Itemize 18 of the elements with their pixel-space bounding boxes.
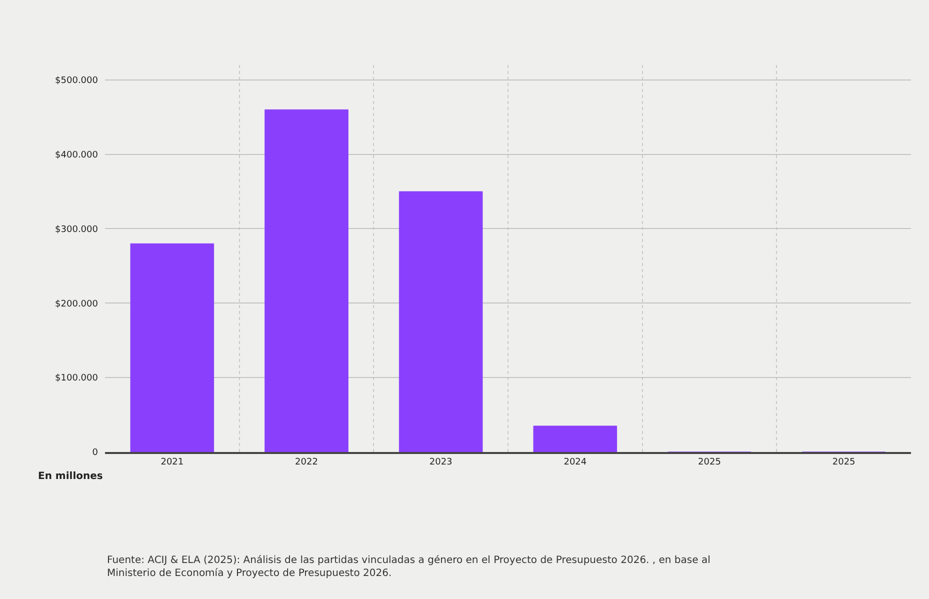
y-tick-label: 0 [92, 448, 98, 458]
bar [264, 109, 348, 452]
y-tick-label: $200.000 [55, 299, 98, 310]
text: En millones [38, 471, 103, 482]
x-tick-label: 2024 [564, 458, 587, 468]
bar [398, 191, 483, 452]
y-tick-label: $300.000 [55, 224, 98, 235]
y-tick-label: $400.000 [55, 150, 98, 160]
source-note: Fuente: ACIJ & ELA (2025): Análisis de las partidas vinculadas a género en el Proyecto de Presupuesto 2026. , en base al Ministerio de Economía y Proyecto de Presupuesto 2026. [107, 555, 710, 579]
x-tick-label: 2025 [832, 458, 856, 468]
y-tick-label: $500.000 [55, 76, 98, 86]
x-tick-label: 2021 [160, 458, 184, 468]
bar [533, 426, 618, 452]
bar [130, 243, 214, 452]
x-tick-label: 2023 [429, 458, 452, 468]
y-tick-label: $100.000 [55, 374, 98, 384]
x-tick-label: 2022 [295, 458, 318, 468]
x-tick-label: 2025 [698, 458, 721, 468]
